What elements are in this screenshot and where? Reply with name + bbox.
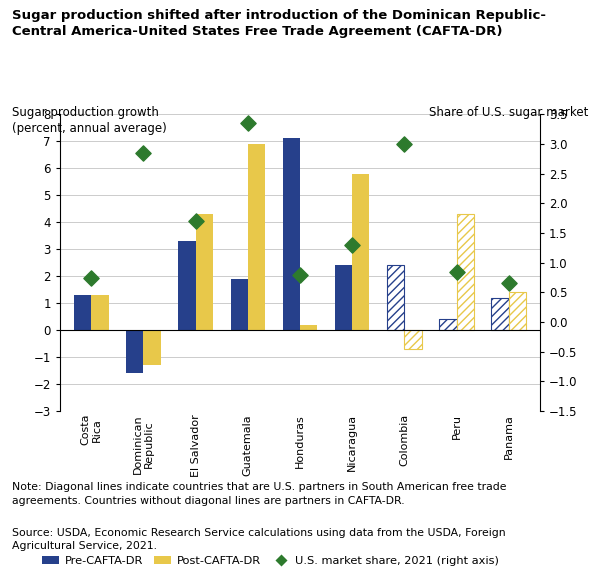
Point	[243, 119, 253, 128]
Text: Share of U.S. sugar market: Share of U.S. sugar market	[428, 106, 588, 119]
Bar	[196, 214, 213, 330]
Bar	[230, 279, 248, 330]
Bar	[300, 325, 317, 330]
Bar	[509, 292, 526, 330]
Bar	[91, 295, 109, 330]
Bar	[387, 266, 404, 330]
Bar	[335, 266, 352, 330]
Point	[139, 148, 148, 158]
Bar	[491, 297, 509, 330]
Legend: Pre-CAFTA-DR, Post-CAFTA-DR, U.S. market share, 2021 (right axis): Pre-CAFTA-DR, Post-CAFTA-DR, U.S. market…	[41, 556, 499, 566]
Bar	[74, 295, 91, 330]
Text: Sugar production growth
(percent, annual average): Sugar production growth (percent, annual…	[12, 106, 167, 135]
Point	[400, 139, 409, 148]
Bar	[439, 319, 457, 330]
Bar	[404, 330, 422, 349]
Bar	[126, 330, 143, 373]
Bar	[352, 174, 370, 330]
Bar	[509, 292, 526, 330]
Bar	[404, 330, 422, 349]
Bar	[248, 144, 265, 330]
Point	[347, 240, 357, 250]
Bar	[457, 214, 474, 330]
Text: Note: Diagonal lines indicate countries that are U.S. partners in South American: Note: Diagonal lines indicate countries …	[12, 482, 506, 506]
Text: Source: USDA, Economic Research Service calculations using data from the USDA, F: Source: USDA, Economic Research Service …	[12, 528, 506, 552]
Bar	[143, 330, 161, 365]
Point	[86, 273, 96, 282]
Bar	[457, 214, 474, 330]
Bar	[491, 297, 509, 330]
Bar	[439, 319, 457, 330]
Bar	[178, 241, 196, 330]
Point	[295, 270, 305, 279]
Point	[504, 279, 514, 288]
Point	[452, 267, 461, 276]
Point	[191, 216, 200, 226]
Bar	[387, 266, 404, 330]
Bar	[283, 139, 300, 330]
Text: Sugar production shifted after introduction of the Dominican Republic-
Central A: Sugar production shifted after introduct…	[12, 9, 546, 38]
